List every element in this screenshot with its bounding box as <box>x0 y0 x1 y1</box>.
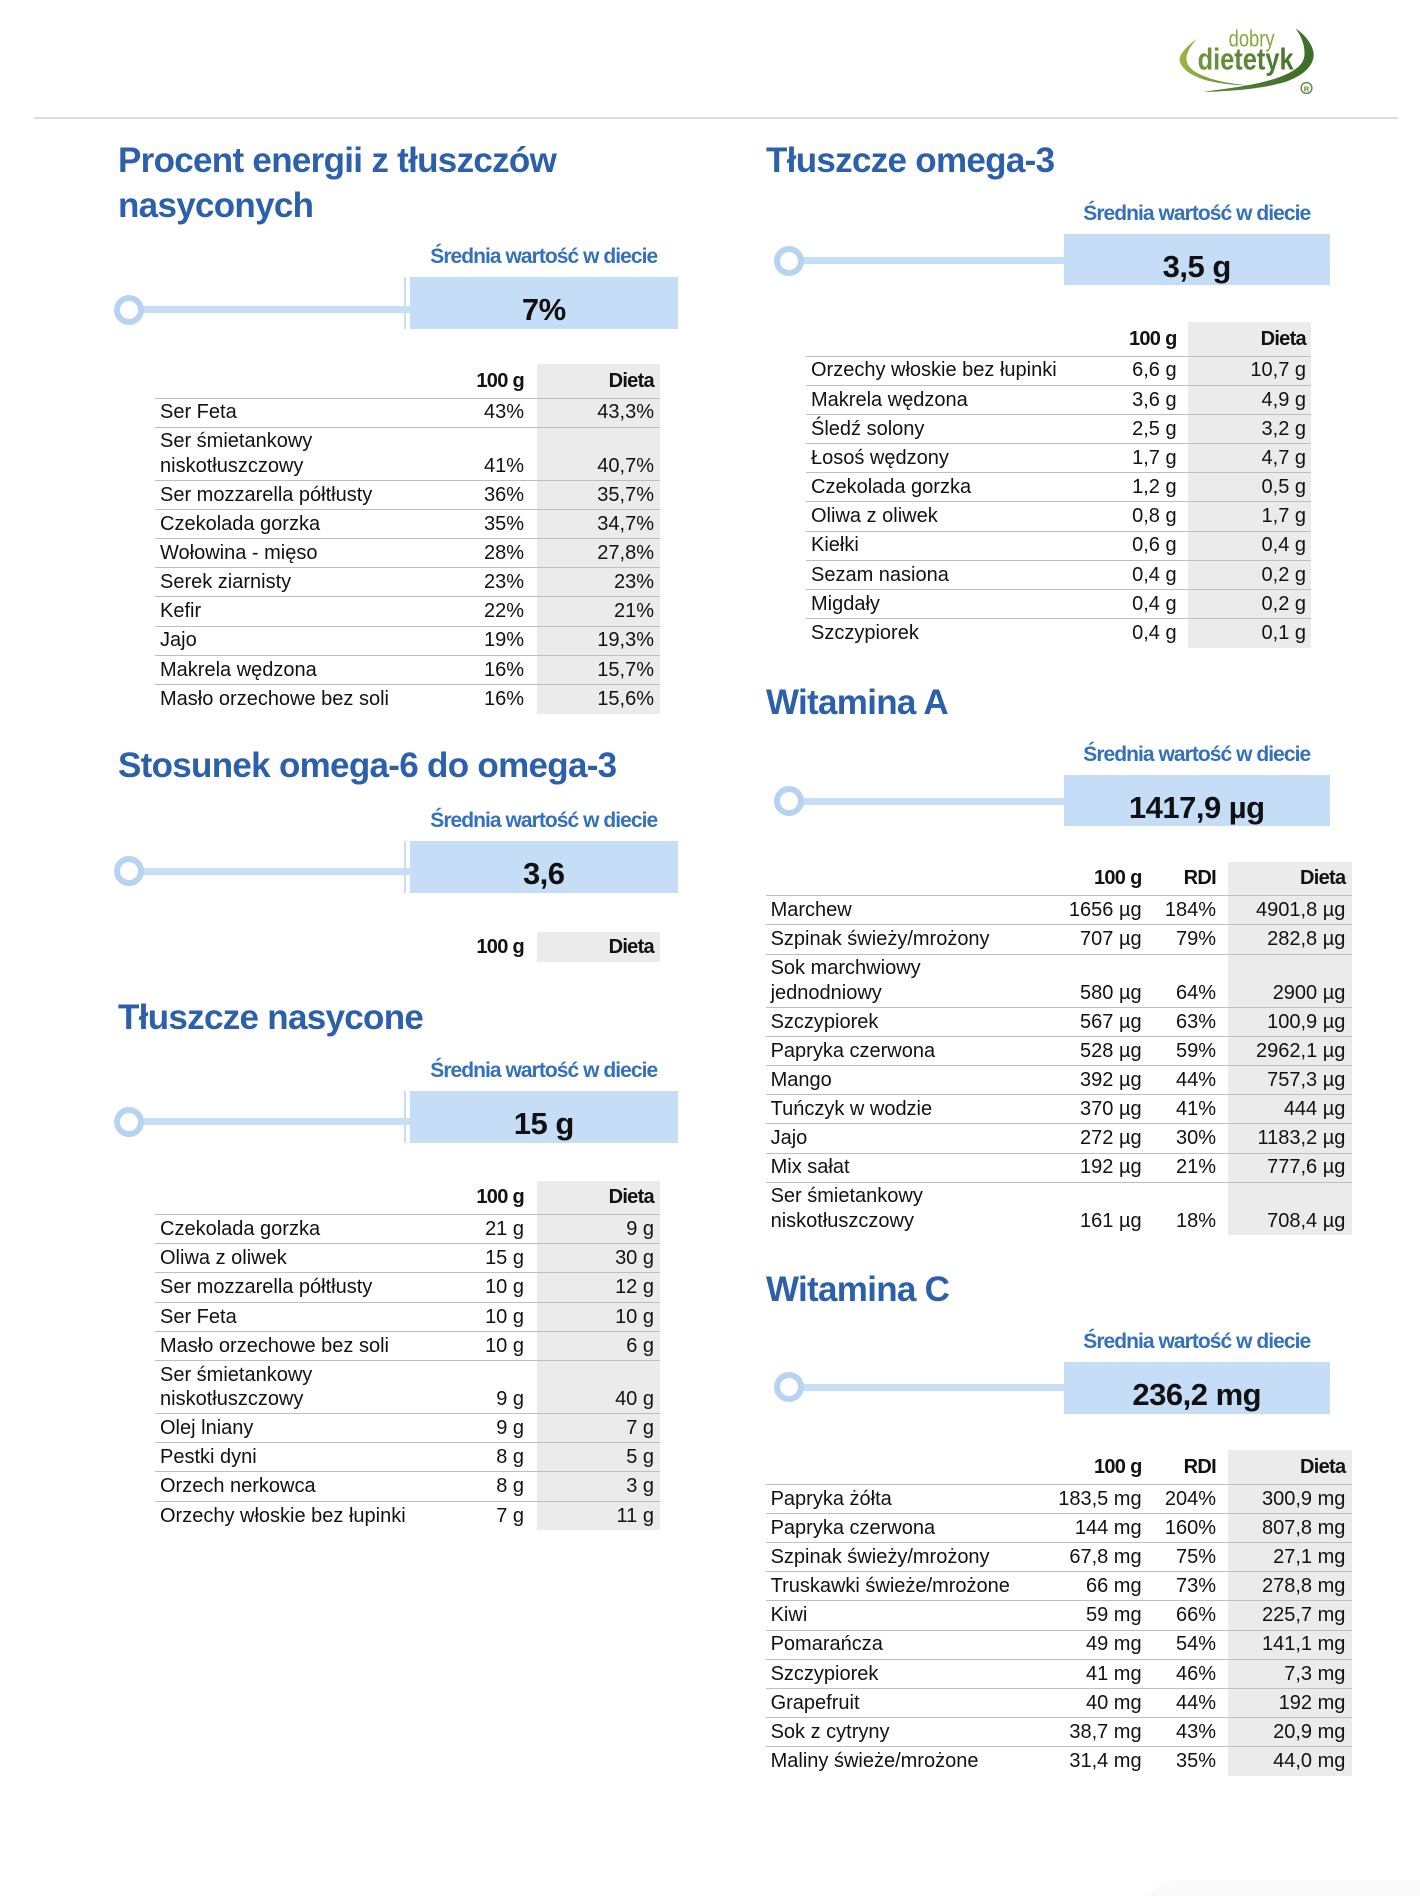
svg-text:R: R <box>1304 84 1310 93</box>
svg-text:dietetyk: dietetyk <box>1198 42 1294 76</box>
svg-text:dobry: dobry <box>1229 25 1275 51</box>
